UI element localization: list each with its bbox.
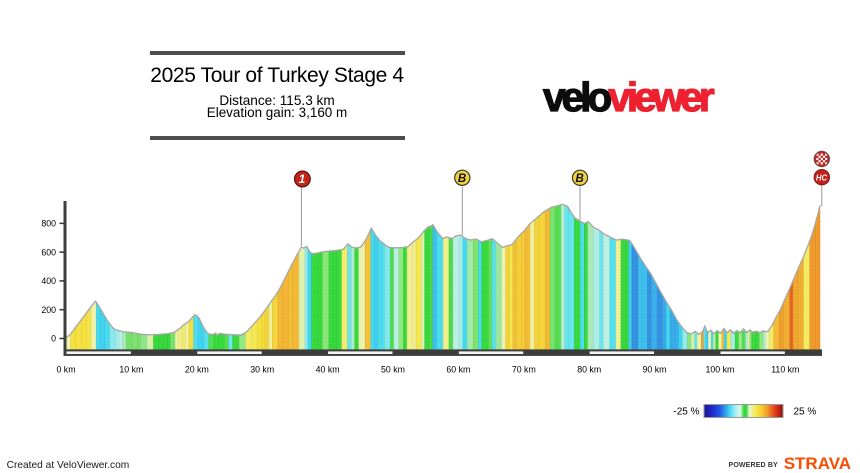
svg-text:-25 %: -25 % bbox=[673, 407, 699, 418]
svg-text:B: B bbox=[576, 173, 584, 185]
svg-text:80 km: 80 km bbox=[577, 364, 601, 374]
svg-text:60 km: 60 km bbox=[446, 364, 470, 374]
svg-text:800: 800 bbox=[41, 219, 56, 229]
svg-text:20 km: 20 km bbox=[185, 364, 209, 374]
svg-text:10 km: 10 km bbox=[119, 364, 143, 374]
svg-text:1: 1 bbox=[299, 172, 306, 186]
svg-text:200: 200 bbox=[41, 305, 56, 315]
svg-text:400: 400 bbox=[41, 276, 56, 286]
svg-text:600: 600 bbox=[41, 247, 56, 257]
svg-text:70 km: 70 km bbox=[512, 364, 536, 374]
svg-text:0: 0 bbox=[51, 334, 56, 344]
svg-text:25 %: 25 % bbox=[794, 407, 817, 418]
svg-text:40 km: 40 km bbox=[316, 364, 340, 374]
svg-text:50 km: 50 km bbox=[381, 364, 405, 374]
svg-text:100 km: 100 km bbox=[705, 364, 734, 374]
svg-text:110 km: 110 km bbox=[771, 364, 799, 374]
svg-text:30 km: 30 km bbox=[250, 364, 274, 374]
svg-text:HC: HC bbox=[816, 174, 828, 183]
svg-text:B: B bbox=[458, 173, 466, 185]
svg-text:90 km: 90 km bbox=[643, 364, 667, 374]
svg-text:0 km: 0 km bbox=[56, 364, 75, 374]
